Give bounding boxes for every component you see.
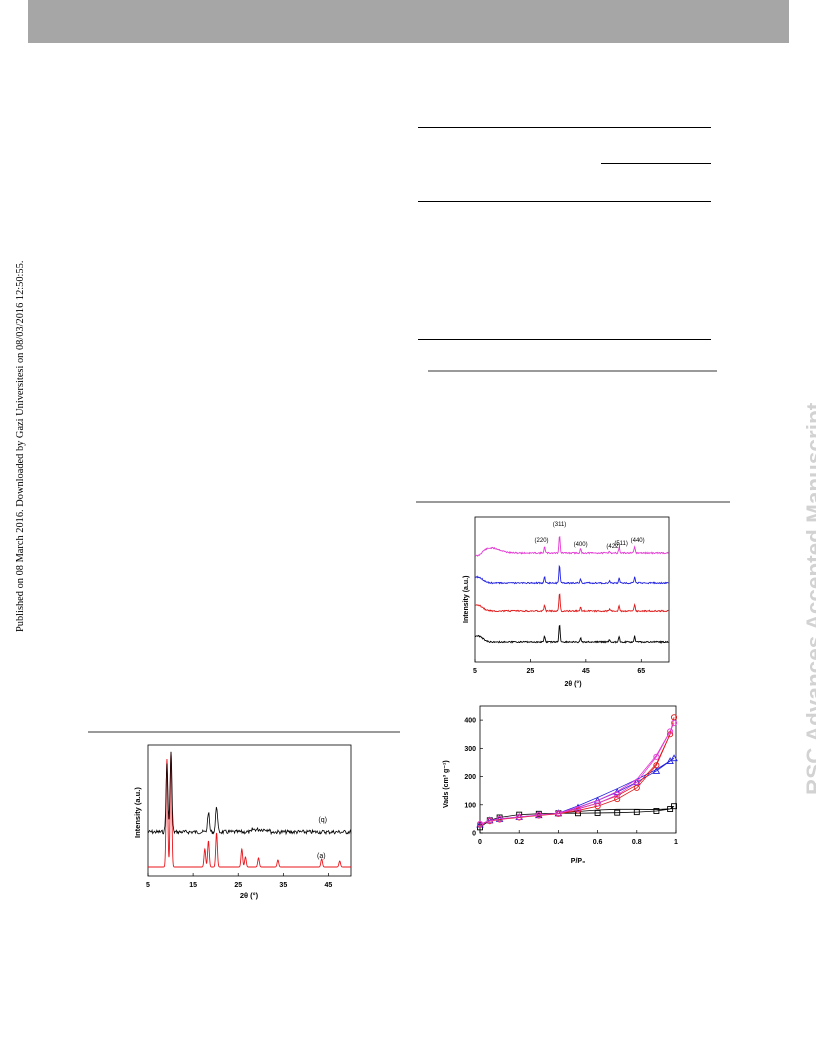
x-tick-label: 45: [582, 668, 590, 675]
data-point: [652, 766, 661, 774]
data-point: [496, 815, 503, 822]
x-tick-label: 0.8: [632, 839, 642, 846]
data-point: [594, 800, 601, 807]
section-rule: [428, 370, 717, 372]
data-point: [555, 810, 562, 817]
series-line: [474, 535, 669, 557]
data-point: [670, 754, 678, 762]
xrd-chart-spinel: 5 25 45 65 (220) (311) (400) (422)(511) (440) I…: [463, 516, 670, 688]
data-point: [614, 791, 621, 798]
x-tick-label: 0.2: [514, 839, 524, 846]
data-point: [574, 805, 582, 813]
y-tick-label: 200: [464, 774, 476, 781]
table-rule-sub: [601, 163, 711, 164]
x-axis-label: 2θ (°): [240, 891, 259, 900]
data-point: [614, 809, 621, 816]
peak-label: (400): [574, 542, 588, 548]
series-line: [479, 722, 675, 825]
download-stamp-text: Published on 08 March 2016. Downloaded b…: [15, 260, 26, 632]
plot-frame: [479, 705, 677, 834]
x-tick-label: 45: [325, 882, 333, 889]
plot-frame: [147, 744, 352, 877]
data-point: [516, 813, 523, 820]
series-line: [479, 757, 675, 825]
data-point: [653, 762, 660, 769]
data-point: [633, 809, 640, 816]
series-line: [479, 805, 675, 828]
table-rule-mid: [418, 201, 711, 202]
x-tick-label: 0.6: [593, 839, 603, 846]
data-point: [671, 803, 677, 810]
series-line: [147, 751, 352, 836]
peak-label: (220): [535, 538, 549, 544]
series-label-b: (b): [318, 816, 327, 823]
figure-rule-left: [88, 731, 400, 733]
data-point: [594, 810, 601, 816]
y-axis-label: Intensity (a.u.): [463, 576, 470, 623]
series-label-a: (a): [317, 853, 326, 860]
journal-watermark: RSC Advances Accepted Manuscript: [770, 255, 816, 800]
plot-frame: [474, 516, 670, 663]
x-tick-label: 35: [279, 882, 287, 889]
xrd-chart-ab: 5 15 25 35 45 Intensity (a.u.) 2θ (°) (a) (b…: [133, 744, 352, 900]
peak-label: (422): [606, 544, 620, 550]
y-tick-label: 0: [472, 831, 476, 838]
y-tick-label: 300: [464, 746, 476, 753]
series-line: [474, 593, 669, 613]
peak-label: (440): [631, 538, 645, 544]
x-tick-label: 25: [234, 882, 242, 889]
x-axis-label: P/P₀: [571, 858, 585, 865]
data-point: [633, 779, 640, 786]
series-line: [474, 564, 669, 585]
x-tick-label: 1: [674, 839, 678, 846]
data-point: [667, 728, 674, 735]
x-tick-label: 65: [637, 668, 645, 675]
figure-rule-right: [416, 501, 730, 503]
x-tick-label: 0.4: [554, 839, 564, 846]
x-tick-label: 5: [146, 882, 150, 889]
series-line: [474, 624, 669, 644]
x-axis-label: 2θ (°): [564, 680, 581, 688]
download-stamp: Published on 08 March 2016. Downloaded b…: [3, 250, 26, 650]
y-axis-label: Intensity (a.u.): [133, 787, 142, 838]
y-axis-label: Vads (cm³ g⁻¹): [443, 760, 450, 808]
data-point: [476, 820, 484, 828]
data-point: [653, 753, 660, 760]
x-tick-label: 0: [478, 839, 482, 846]
isotherm-chart: 0 0.2 0.4 0.6 0.8 1 0 100 200 300 400 Vads (cm³ g⁻…: [443, 705, 678, 865]
journal-watermark-text: RSC Advances Accepted Manuscript: [802, 402, 816, 795]
series-line: [148, 751, 351, 868]
data-point: [614, 796, 621, 803]
header-bar: [28, 0, 789, 43]
peak-label: (311): [553, 522, 567, 528]
data-point: [486, 817, 493, 824]
data-point: [670, 719, 678, 726]
y-tick-label: 100: [464, 802, 476, 809]
x-tick-label: 15: [189, 882, 197, 889]
y-tick-label: 400: [464, 718, 476, 725]
x-tick-label: 25: [527, 668, 535, 675]
x-tick-label: 5: [473, 668, 477, 675]
peak-label: (511): [614, 541, 628, 547]
table-rule-bottom: [418, 339, 711, 340]
table-rule-top: [418, 127, 711, 128]
data-point: [535, 811, 542, 818]
data-point: [653, 808, 660, 814]
